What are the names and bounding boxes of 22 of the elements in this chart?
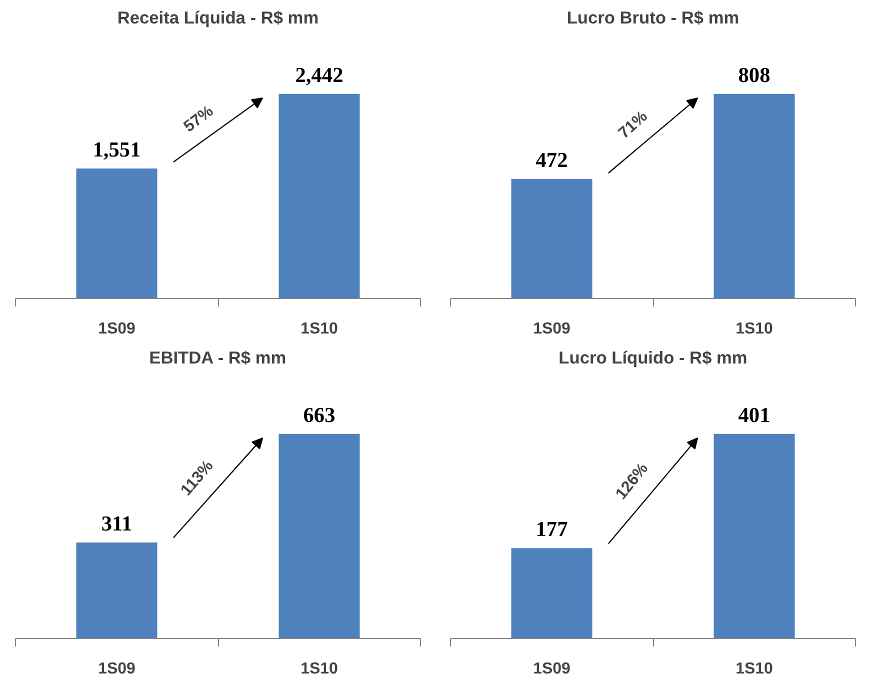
data-label: 663 (303, 402, 336, 427)
data-label: 1,551 (92, 138, 141, 162)
data-label: 472 (536, 148, 568, 172)
x-tick-label: 1S10 (736, 660, 774, 678)
data-label: 401 (738, 402, 770, 427)
x-tick-label: 1S09 (533, 320, 571, 338)
x-tick-label: 1S09 (98, 320, 136, 338)
annotation: 57% (180, 102, 217, 136)
chart-title: Lucro Bruto - R$ mm (566, 8, 740, 28)
data-label: 177 (536, 517, 568, 542)
x-tick-label: 1S10 (300, 660, 338, 678)
chart-title: Receita Líquida - R$ mm (117, 8, 319, 28)
data-label: 2,442 (295, 62, 344, 87)
data-label: 808 (738, 62, 770, 87)
x-tick-label: 1S09 (533, 660, 571, 678)
data-label: 311 (101, 512, 132, 536)
chart-title: Lucro Líquido - R$ mm (558, 348, 748, 368)
x-tick-label: 1S10 (300, 320, 338, 338)
x-tick-label: 1S10 (736, 320, 774, 338)
annotation: 71% (616, 108, 651, 142)
chart-title: EBITDA - R$ mm (149, 348, 286, 368)
x-tick-label: 1S09 (98, 660, 136, 678)
